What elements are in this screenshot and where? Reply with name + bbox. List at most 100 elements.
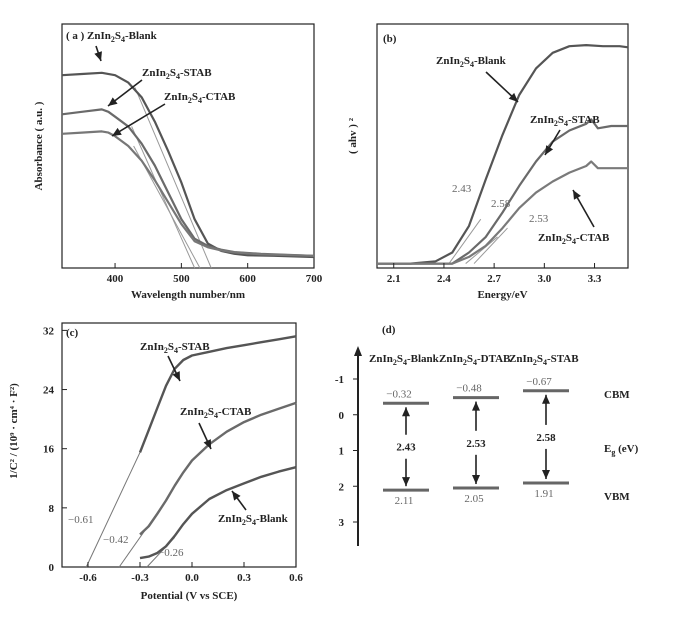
label-stab: ZnIn2S4-STAB [530, 114, 600, 128]
tangent-line [85, 452, 141, 568]
x-axis-title: Energy/eV [477, 289, 527, 301]
y-tick-label: 3 [339, 517, 345, 529]
tangent-line [131, 126, 196, 269]
series-line-2 [61, 130, 315, 257]
bandgap-label: 2.43 [452, 183, 472, 195]
label-stab: ZnIn2S4-STAB [142, 67, 212, 81]
arrow-stab-head [545, 145, 554, 155]
x-tick-label: 2.7 [487, 273, 501, 285]
x-tick-label: 600 [239, 273, 256, 285]
panel-d: -1 0 1 2 3 (d) ZnIn2S4-Blank −0.32 2.11 2.43 ZnIn2… [335, 324, 639, 546]
series-line-2 [139, 466, 297, 560]
energy-axis-arrowhead [354, 346, 362, 356]
y-tick-label: 1 [339, 446, 345, 458]
vbm-value: 2.05 [464, 493, 484, 505]
series-line-1 [377, 118, 628, 265]
y-tick-label: 32 [43, 325, 55, 337]
x-tick-label: 400 [107, 273, 124, 285]
gap-arrow-down-head [472, 475, 480, 485]
gap-arrow-down-head [542, 470, 550, 480]
tangent-line [473, 227, 508, 264]
bandgap-label: 2.53 [529, 213, 549, 225]
panel-c: -0.6 -0.3 0.0 0.3 0.6 0 8 16 24 32 (c) Potential (V… [8, 322, 303, 602]
gap-arrow-up-head [542, 394, 550, 404]
column-header: ZnIn2S4-DTAB [439, 353, 511, 367]
plot-frame [61, 23, 315, 269]
series-line-0 [61, 71, 315, 259]
y-tick-label: -1 [335, 374, 344, 386]
x-axis-title: Wavelength number/nm [131, 289, 245, 301]
arrow-stab-head [172, 371, 180, 381]
label-ctab: ZnIn2S4-CTAB [538, 232, 610, 246]
cbm-value: −0.48 [456, 383, 482, 395]
x-tick-label: -0.6 [79, 572, 97, 584]
cbm-label: CBM [604, 389, 630, 401]
arrow-ctab-shaft [111, 103, 166, 137]
gap-value: 2.58 [536, 432, 556, 444]
x-axis-title: Potential (V vs SCE) [141, 590, 238, 602]
x-tick-label: 700 [306, 273, 323, 285]
cbm-value: −0.32 [386, 388, 411, 400]
tangent-line [134, 87, 212, 269]
panel-a: 400 500 600 700 ( a ) Wavelength number/nm Abs… [33, 23, 323, 301]
series-line-1 [139, 401, 297, 536]
y-tick-label: 0 [339, 410, 345, 422]
gap-value: 2.43 [396, 442, 416, 454]
vbm-value: 1.91 [534, 488, 553, 500]
arrow-stab-head [108, 97, 118, 106]
x-tick-label: 0.6 [289, 572, 303, 584]
label-ctab: ZnIn2S4-CTAB [164, 91, 236, 105]
column-header: ZnIn2S4-Blank [369, 353, 440, 367]
panel-label: ( a ) [66, 30, 85, 42]
vbm-label: VBM [604, 491, 630, 503]
gap-arrow-up-head [472, 401, 480, 411]
series-line-0 [377, 43, 629, 265]
plot-frame [61, 322, 297, 568]
y-tick-label: 0 [49, 562, 55, 574]
x-tick-label: 500 [173, 273, 190, 285]
arrow-blank-head [508, 92, 518, 102]
x-tick-label: 0.0 [185, 572, 199, 584]
bandgap-label: 2.58 [491, 198, 511, 210]
x-tick-label: 3.0 [537, 273, 551, 285]
cbm-value: −0.67 [526, 376, 552, 388]
gap-value: 2.53 [466, 438, 486, 450]
tangent-line [448, 218, 482, 264]
y-axis-title: Absorbance ( a.u. ) [33, 101, 45, 190]
flatband-label: −0.26 [158, 547, 184, 559]
series-line-0 [138, 335, 297, 453]
label-stab: ZnIn2S4-STAB [140, 341, 210, 355]
panel-b: 2.1 2.4 2.7 3.0 3.3 (b) Energy/eV ( ahv ) ² 2.43… [347, 23, 629, 301]
x-tick-label: 2.4 [437, 273, 451, 285]
plot-frame [376, 23, 629, 269]
label-blank: ZnIn2S4-Blank [436, 55, 507, 69]
y-tick-label: 24 [43, 385, 55, 397]
label-blank: ZnIn2S4-Blank [87, 30, 158, 44]
x-tick-label: 3.3 [588, 273, 602, 285]
series-line-2 [377, 160, 628, 265]
arrow-blank-head [94, 51, 102, 61]
flatband-label: −0.61 [68, 514, 93, 526]
label-blank: ZnIn2S4-Blank [218, 513, 289, 527]
eg-label: Eg (eV) [604, 443, 639, 457]
arrow-blank-head [232, 491, 241, 501]
arrow-ctab-head [203, 439, 211, 449]
panel-label: (c) [66, 327, 79, 339]
tangent-line [465, 236, 498, 264]
gap-arrow-up-head [402, 407, 410, 417]
label-ctab: ZnIn2S4-CTAB [180, 406, 252, 420]
arrow-ctab-head [112, 127, 122, 136]
column-header: ZnIn2S4-STAB [509, 353, 579, 367]
panel-label: (d) [382, 324, 396, 336]
y-tick-label: 8 [49, 503, 55, 515]
x-tick-label: 2.1 [387, 273, 401, 285]
y-axis-title: ( ahv ) ² [347, 117, 359, 154]
arrow-ctab-head [573, 190, 581, 200]
vbm-value: 2.11 [395, 495, 414, 507]
x-tick-label: -0.3 [131, 572, 149, 584]
x-tick-label: 0.3 [237, 572, 251, 584]
gap-arrow-down-head [402, 477, 410, 487]
y-tick-label: 2 [339, 481, 345, 493]
y-tick-label: 16 [43, 444, 55, 456]
